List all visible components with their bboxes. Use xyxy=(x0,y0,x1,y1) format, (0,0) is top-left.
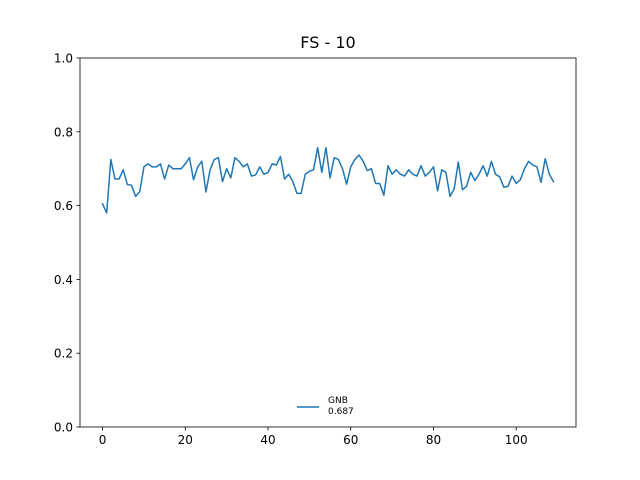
y-tick-label: 1.0 xyxy=(54,52,73,66)
series-line-gnb xyxy=(101,146,555,214)
chart-title: FS - 10 xyxy=(300,33,355,52)
legend: GNB 0.687 xyxy=(297,396,354,417)
y-tick-label: 0.2 xyxy=(54,347,73,361)
y-tick-label: 0.0 xyxy=(54,421,73,435)
plot-frame xyxy=(79,57,577,428)
legend-label-gnb: GNB xyxy=(328,396,348,406)
x-axis: 0 20 40 60 80 100 xyxy=(99,427,528,447)
x-tick-label: 80 xyxy=(426,433,441,447)
x-tick-label: 20 xyxy=(178,433,193,447)
x-tick-label: 0 xyxy=(99,433,107,447)
x-tick-label: 100 xyxy=(505,433,528,447)
y-tick-label: 0.4 xyxy=(54,273,73,287)
legend-value-gnb: 0.687 xyxy=(328,407,354,417)
y-axis: 0.0 0.2 0.4 0.6 0.8 1.0 xyxy=(54,52,80,435)
x-tick-label: 40 xyxy=(260,433,275,447)
y-tick-label: 0.8 xyxy=(54,125,73,139)
x-tick-label: 60 xyxy=(343,433,358,447)
y-tick-label: 0.6 xyxy=(54,199,73,213)
